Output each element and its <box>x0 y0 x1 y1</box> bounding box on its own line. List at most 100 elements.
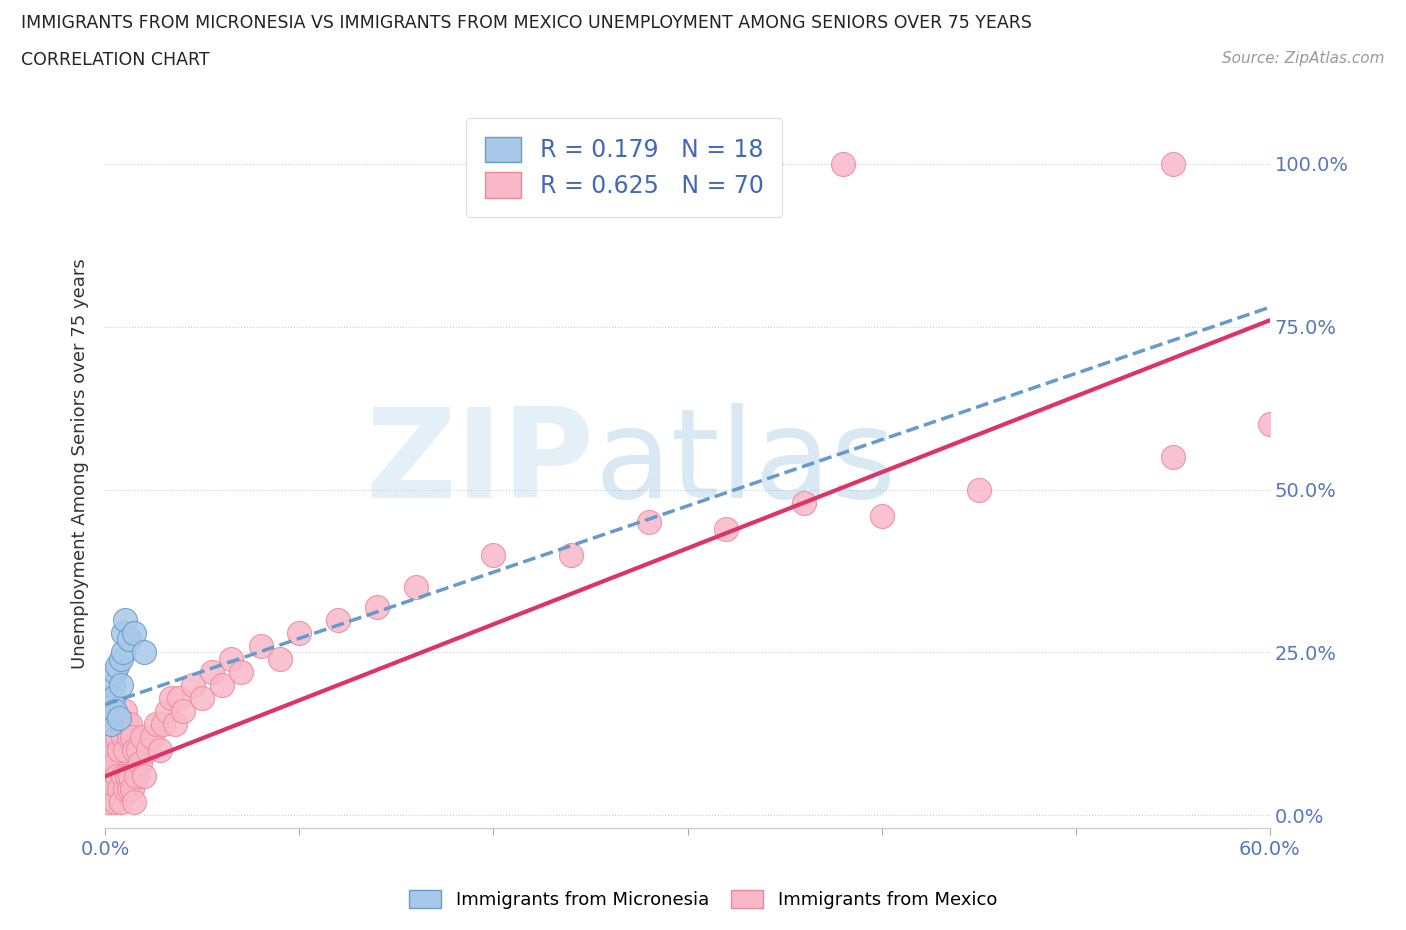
Point <box>1161 156 1184 171</box>
Point <box>110 652 132 667</box>
Point <box>125 769 148 784</box>
Point <box>117 782 139 797</box>
Text: IMMIGRANTS FROM MICRONESIA VS IMMIGRANTS FROM MEXICO UNEMPLOYMENT AMONG SENIORS : IMMIGRANTS FROM MICRONESIA VS IMMIGRANTS… <box>21 14 1032 32</box>
Point <box>101 730 124 745</box>
Point <box>328 613 350 628</box>
Point <box>100 717 122 732</box>
Point <box>132 645 155 660</box>
Point <box>211 678 233 693</box>
Point <box>111 769 134 784</box>
Point <box>121 782 143 797</box>
Point <box>101 691 124 706</box>
Point <box>121 730 143 745</box>
Point <box>676 156 699 171</box>
Point <box>637 514 659 529</box>
Point <box>181 678 204 693</box>
Point <box>249 639 271 654</box>
Point <box>98 698 121 712</box>
Point <box>100 717 122 732</box>
Point <box>105 730 128 745</box>
Point <box>141 730 163 745</box>
Point <box>96 769 118 784</box>
Point <box>269 652 291 667</box>
Point <box>152 717 174 732</box>
Point <box>98 795 121 810</box>
Point <box>132 769 155 784</box>
Point <box>366 600 388 615</box>
Legend: Immigrants from Micronesia, Immigrants from Mexico: Immigrants from Micronesia, Immigrants f… <box>402 883 1004 916</box>
Point <box>105 658 128 673</box>
Point <box>107 782 129 797</box>
Point <box>127 743 149 758</box>
Point <box>110 717 132 732</box>
Point <box>405 580 427 595</box>
Point <box>120 769 142 784</box>
Point <box>560 548 582 563</box>
Point <box>117 730 139 745</box>
Point <box>96 711 118 725</box>
Point <box>104 717 127 732</box>
Point <box>111 645 134 660</box>
Point <box>160 691 183 706</box>
Point <box>793 495 815 510</box>
Point <box>167 691 190 706</box>
Point <box>98 756 121 771</box>
Point <box>172 704 194 719</box>
Point <box>221 652 243 667</box>
Point <box>105 769 128 784</box>
Point <box>229 665 252 680</box>
Point <box>145 717 167 732</box>
Point <box>114 743 136 758</box>
Point <box>111 626 134 641</box>
Point <box>831 156 853 171</box>
Point <box>156 704 179 719</box>
Point <box>114 704 136 719</box>
Point <box>288 626 311 641</box>
Point <box>96 782 118 797</box>
Point <box>104 795 127 810</box>
Point <box>104 665 127 680</box>
Point <box>96 743 118 758</box>
Point <box>104 704 127 719</box>
Point <box>148 743 170 758</box>
Point <box>1258 417 1281 432</box>
Point <box>100 743 122 758</box>
Point <box>124 626 146 641</box>
Point <box>129 756 152 771</box>
Text: CORRELATION CHART: CORRELATION CHART <box>21 51 209 69</box>
Point <box>101 678 124 693</box>
Point <box>96 691 118 706</box>
Point <box>191 691 214 706</box>
Point <box>870 508 893 523</box>
Point <box>111 730 134 745</box>
Text: ZIP: ZIP <box>366 403 595 524</box>
Y-axis label: Unemployment Among Seniors over 75 years: Unemployment Among Seniors over 75 years <box>72 259 89 669</box>
Point <box>136 743 159 758</box>
Point <box>165 717 187 732</box>
Text: Source: ZipAtlas.com: Source: ZipAtlas.com <box>1222 51 1385 66</box>
Point <box>1161 449 1184 464</box>
Point <box>120 717 142 732</box>
Legend: R = 0.179   N = 18, R = 0.625   N = 70: R = 0.179 N = 18, R = 0.625 N = 70 <box>467 118 782 217</box>
Point <box>482 548 505 563</box>
Point <box>100 769 122 784</box>
Point <box>107 743 129 758</box>
Point <box>115 769 138 784</box>
Point <box>114 613 136 628</box>
Point <box>201 665 224 680</box>
Text: atlas: atlas <box>595 403 897 524</box>
Point <box>131 730 153 745</box>
Point <box>124 743 146 758</box>
Point <box>716 156 738 171</box>
Point <box>104 756 127 771</box>
Point <box>114 782 136 797</box>
Point <box>124 795 146 810</box>
Point <box>107 711 129 725</box>
Point <box>110 795 132 810</box>
Point <box>117 632 139 647</box>
Point <box>110 678 132 693</box>
Point <box>101 782 124 797</box>
Point <box>115 717 138 732</box>
Point <box>967 482 990 497</box>
Point <box>716 521 738 536</box>
